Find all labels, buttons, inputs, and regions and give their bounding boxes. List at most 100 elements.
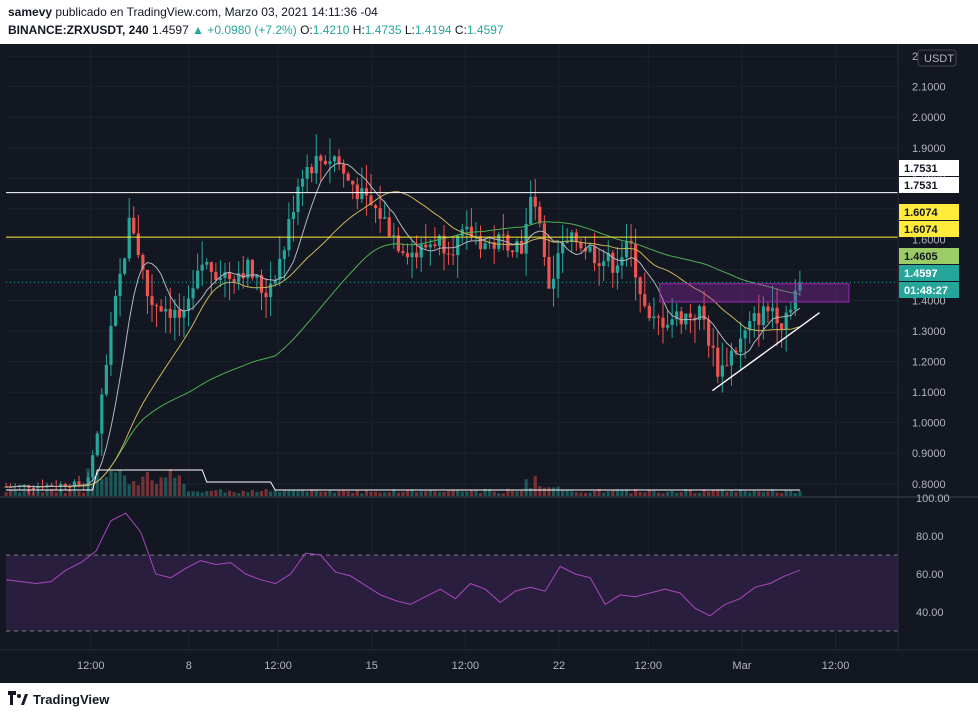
candle-body [264,292,268,298]
price-change: +0.0980 (+7.2%) [207,23,297,37]
rsi-line [5,512,801,617]
volume-bar [615,489,619,496]
volume-bar [314,489,318,496]
volume-bar [337,490,341,496]
chart-canvas[interactable]: 2.20002.10002.00001.90001.80001.70001.60… [0,44,978,683]
candle-body [186,298,191,312]
candle-body [424,244,428,248]
candle-body [647,305,651,319]
volume-bar [369,491,373,496]
low-value: 1.4194 [414,23,452,37]
volume-bar [478,492,483,496]
chart-area[interactable]: 2.20002.10002.00001.90001.80001.70001.60… [0,44,978,683]
candle-body [707,319,711,346]
volume-bar [145,471,150,496]
tradingview-logo-icon[interactable] [8,691,28,707]
candle-body [36,486,40,489]
volume-bar [707,491,711,496]
volume-bar [205,490,209,496]
candle-body [415,252,419,258]
volume-bar [273,490,277,496]
rsi-pane[interactable] [0,496,978,632]
open-value: 1.4210 [312,23,350,37]
candle-body [282,250,286,259]
currency-label: USDT [924,53,954,65]
candle-body [209,262,213,272]
volume-bar [725,491,729,496]
volume-bar [319,491,323,496]
candle-body [551,278,556,289]
time-tick-label: 12:00 [452,660,480,672]
candle-body [743,330,747,339]
candle-body [77,481,81,485]
volume-bar [164,477,168,496]
candle-body [86,477,90,486]
price-tag-label: 01:48:27 [904,285,948,297]
volume-bar [127,484,131,496]
volume-bar [729,490,734,496]
candle-body [456,235,460,256]
candle-body [246,259,250,279]
candle-body [196,270,200,289]
volume-bar [45,489,49,496]
volume-bar [460,491,464,496]
candle-body [565,242,569,244]
volume-bar [218,489,223,496]
candle-body [50,484,54,487]
volume-bar [373,491,378,496]
currency-badge[interactable] [917,49,957,67]
publish-info: samevy publicado en TradingView.com, Mar… [8,5,378,19]
candle-body [123,258,127,274]
axes: 2.20002.10002.00001.90001.80001.70001.60… [0,44,978,672]
candle-body [237,273,241,283]
overlays [5,162,898,491]
volume-bar [597,489,601,496]
supply-zone[interactable] [659,283,850,303]
candle-body [141,254,145,270]
volume-bar [50,489,54,496]
volume-bar [551,487,556,496]
candle-body [323,160,327,165]
volume-bar [720,489,724,496]
rsi-tick-label: 80.00 [916,531,944,543]
volume-bar [798,490,802,496]
candle-body [346,173,350,181]
volume-bar [488,489,492,496]
volume-bar [665,491,670,496]
candle-body [597,263,601,266]
author-name[interactable]: samevy [8,5,53,19]
volume-bar [200,492,204,496]
time-tick-label: 8 [186,660,192,672]
candle-body [419,244,423,258]
ohlc-legend: BINANCE:ZRXUSDT, 240 1.4597 ▲ +0.0980 (+… [8,23,504,37]
volume-bar [606,491,610,496]
candle-body [383,217,387,219]
volume-bar [40,492,45,496]
candle-body [734,350,738,353]
volume-bar [383,492,387,496]
trendline[interactable] [712,312,820,392]
candle-body [342,164,346,174]
volume-bar [81,492,86,496]
volume-bar [77,491,81,496]
candle-body [611,252,615,273]
symbol-label[interactable]: BINANCE:ZRXUSDT, 240 [8,23,149,37]
high-value: 1.4735 [364,23,402,37]
volume-bar [196,491,200,496]
volume-bar [793,493,797,496]
candle-body [789,309,793,313]
volume-bar [300,489,305,496]
footer-brand[interactable]: TradingView [33,692,110,707]
volume-bar [574,492,578,496]
candle-body [766,306,770,312]
volume-bar [620,489,624,496]
volume-bar [510,490,515,496]
volume-bar [693,492,697,496]
volume-bar [54,492,58,496]
volume-bar [18,492,22,496]
volume-bar [743,491,747,496]
candle-body [798,282,802,291]
candle-body [373,205,378,209]
candle-body [109,325,113,365]
candle-body [720,365,724,377]
